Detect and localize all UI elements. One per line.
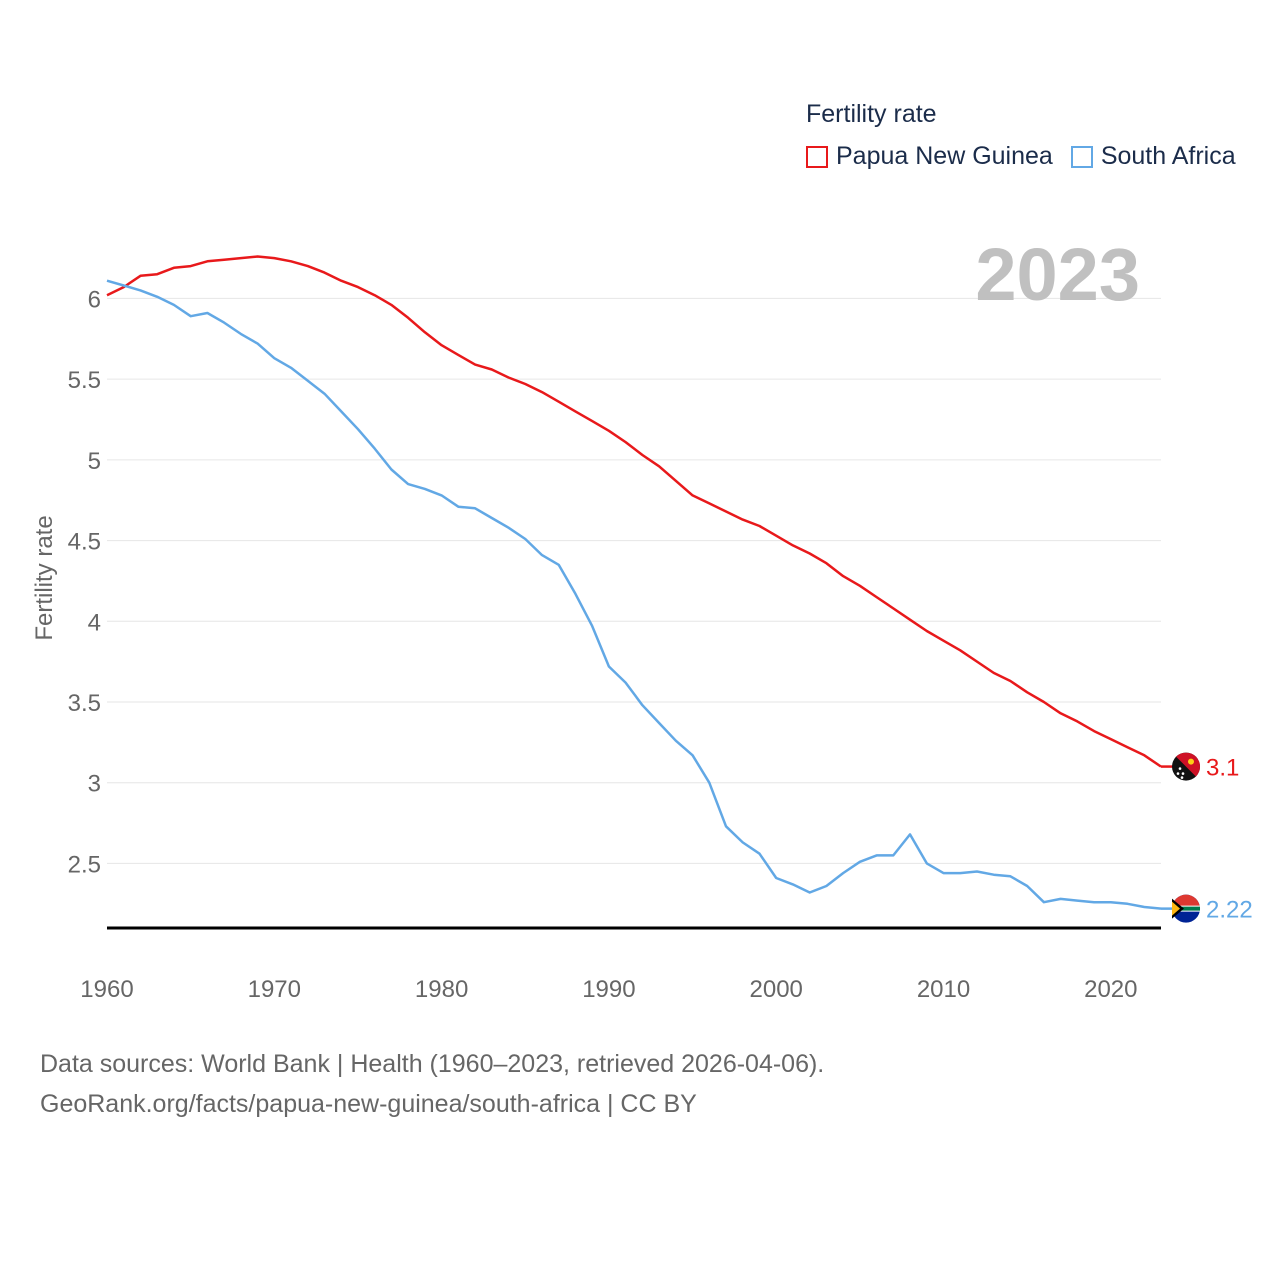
y-tick-label: 4.5 <box>68 529 101 556</box>
x-tick-label: 2010 <box>917 976 970 1003</box>
y-axis-label: Fertility rate <box>31 515 58 640</box>
series-lines <box>106 255 1162 910</box>
y-tick-label: 4 <box>88 609 101 636</box>
legend: Papua New Guinea South Africa <box>806 142 1254 171</box>
legend-swatch-papua-new-guinea <box>806 145 828 168</box>
y-tick-label: 3.5 <box>68 690 101 717</box>
legend-swatch-south-africa <box>1070 145 1093 168</box>
y-tick-label: 3 <box>88 771 101 798</box>
footer: Data sources: World Bank | Health (1960–… <box>40 1044 824 1124</box>
end-value-label: 3.1 <box>1206 755 1239 782</box>
grid-lines <box>107 297 1161 864</box>
y-tick-label: 5 <box>88 448 101 475</box>
legend-item-papua-new-guinea[interactable]: Papua New Guinea <box>806 142 1053 171</box>
series-line-south-africa <box>106 279 1162 910</box>
x-tick-labels: 1960 1970 1980 1990 2000 2010 2020 <box>80 976 1137 1003</box>
flag-icon-south-africa <box>1172 894 1200 923</box>
source-link[interactable]: GeoRank.org/facts/papua-new-guinea/south… <box>40 1090 697 1118</box>
year-label: 2023 <box>975 233 1140 316</box>
end-value-label: 2.22 <box>1206 897 1253 924</box>
x-tick-label: 2000 <box>750 976 803 1003</box>
legend-label: South Africa <box>1100 142 1236 170</box>
flag-icon-papua-new-guinea <box>1172 752 1200 781</box>
x-tick-label: 2020 <box>1084 976 1137 1003</box>
data-source-text: Data sources: World Bank | Health (1960–… <box>40 1050 825 1078</box>
y-tick-label: 2.5 <box>68 851 101 878</box>
series-line-papua-new-guinea <box>106 255 1162 768</box>
legend-item-south-africa[interactable]: South Africa <box>1070 142 1236 171</box>
x-tick-label: 1960 <box>80 976 133 1003</box>
y-tick-label: 5.5 <box>68 367 101 394</box>
line-chart: 2.5 3 3.5 4 4.5 5 5.5 6 1960 1970 1980 1990 2000 201… <box>31 233 1253 1003</box>
x-tick-label: 1990 <box>582 976 635 1003</box>
x-tick-label: 1980 <box>415 976 468 1003</box>
legend-title: Fertility rate <box>806 100 937 128</box>
legend-label: Papua New Guinea <box>836 142 1053 170</box>
y-tick-labels: 2.5 3 3.5 4 4.5 5 5.5 6 <box>68 286 101 878</box>
y-tick-label: 6 <box>88 286 101 313</box>
end-markers: 3.1 2.22 <box>1161 752 1253 924</box>
x-tick-label: 1970 <box>248 976 301 1003</box>
